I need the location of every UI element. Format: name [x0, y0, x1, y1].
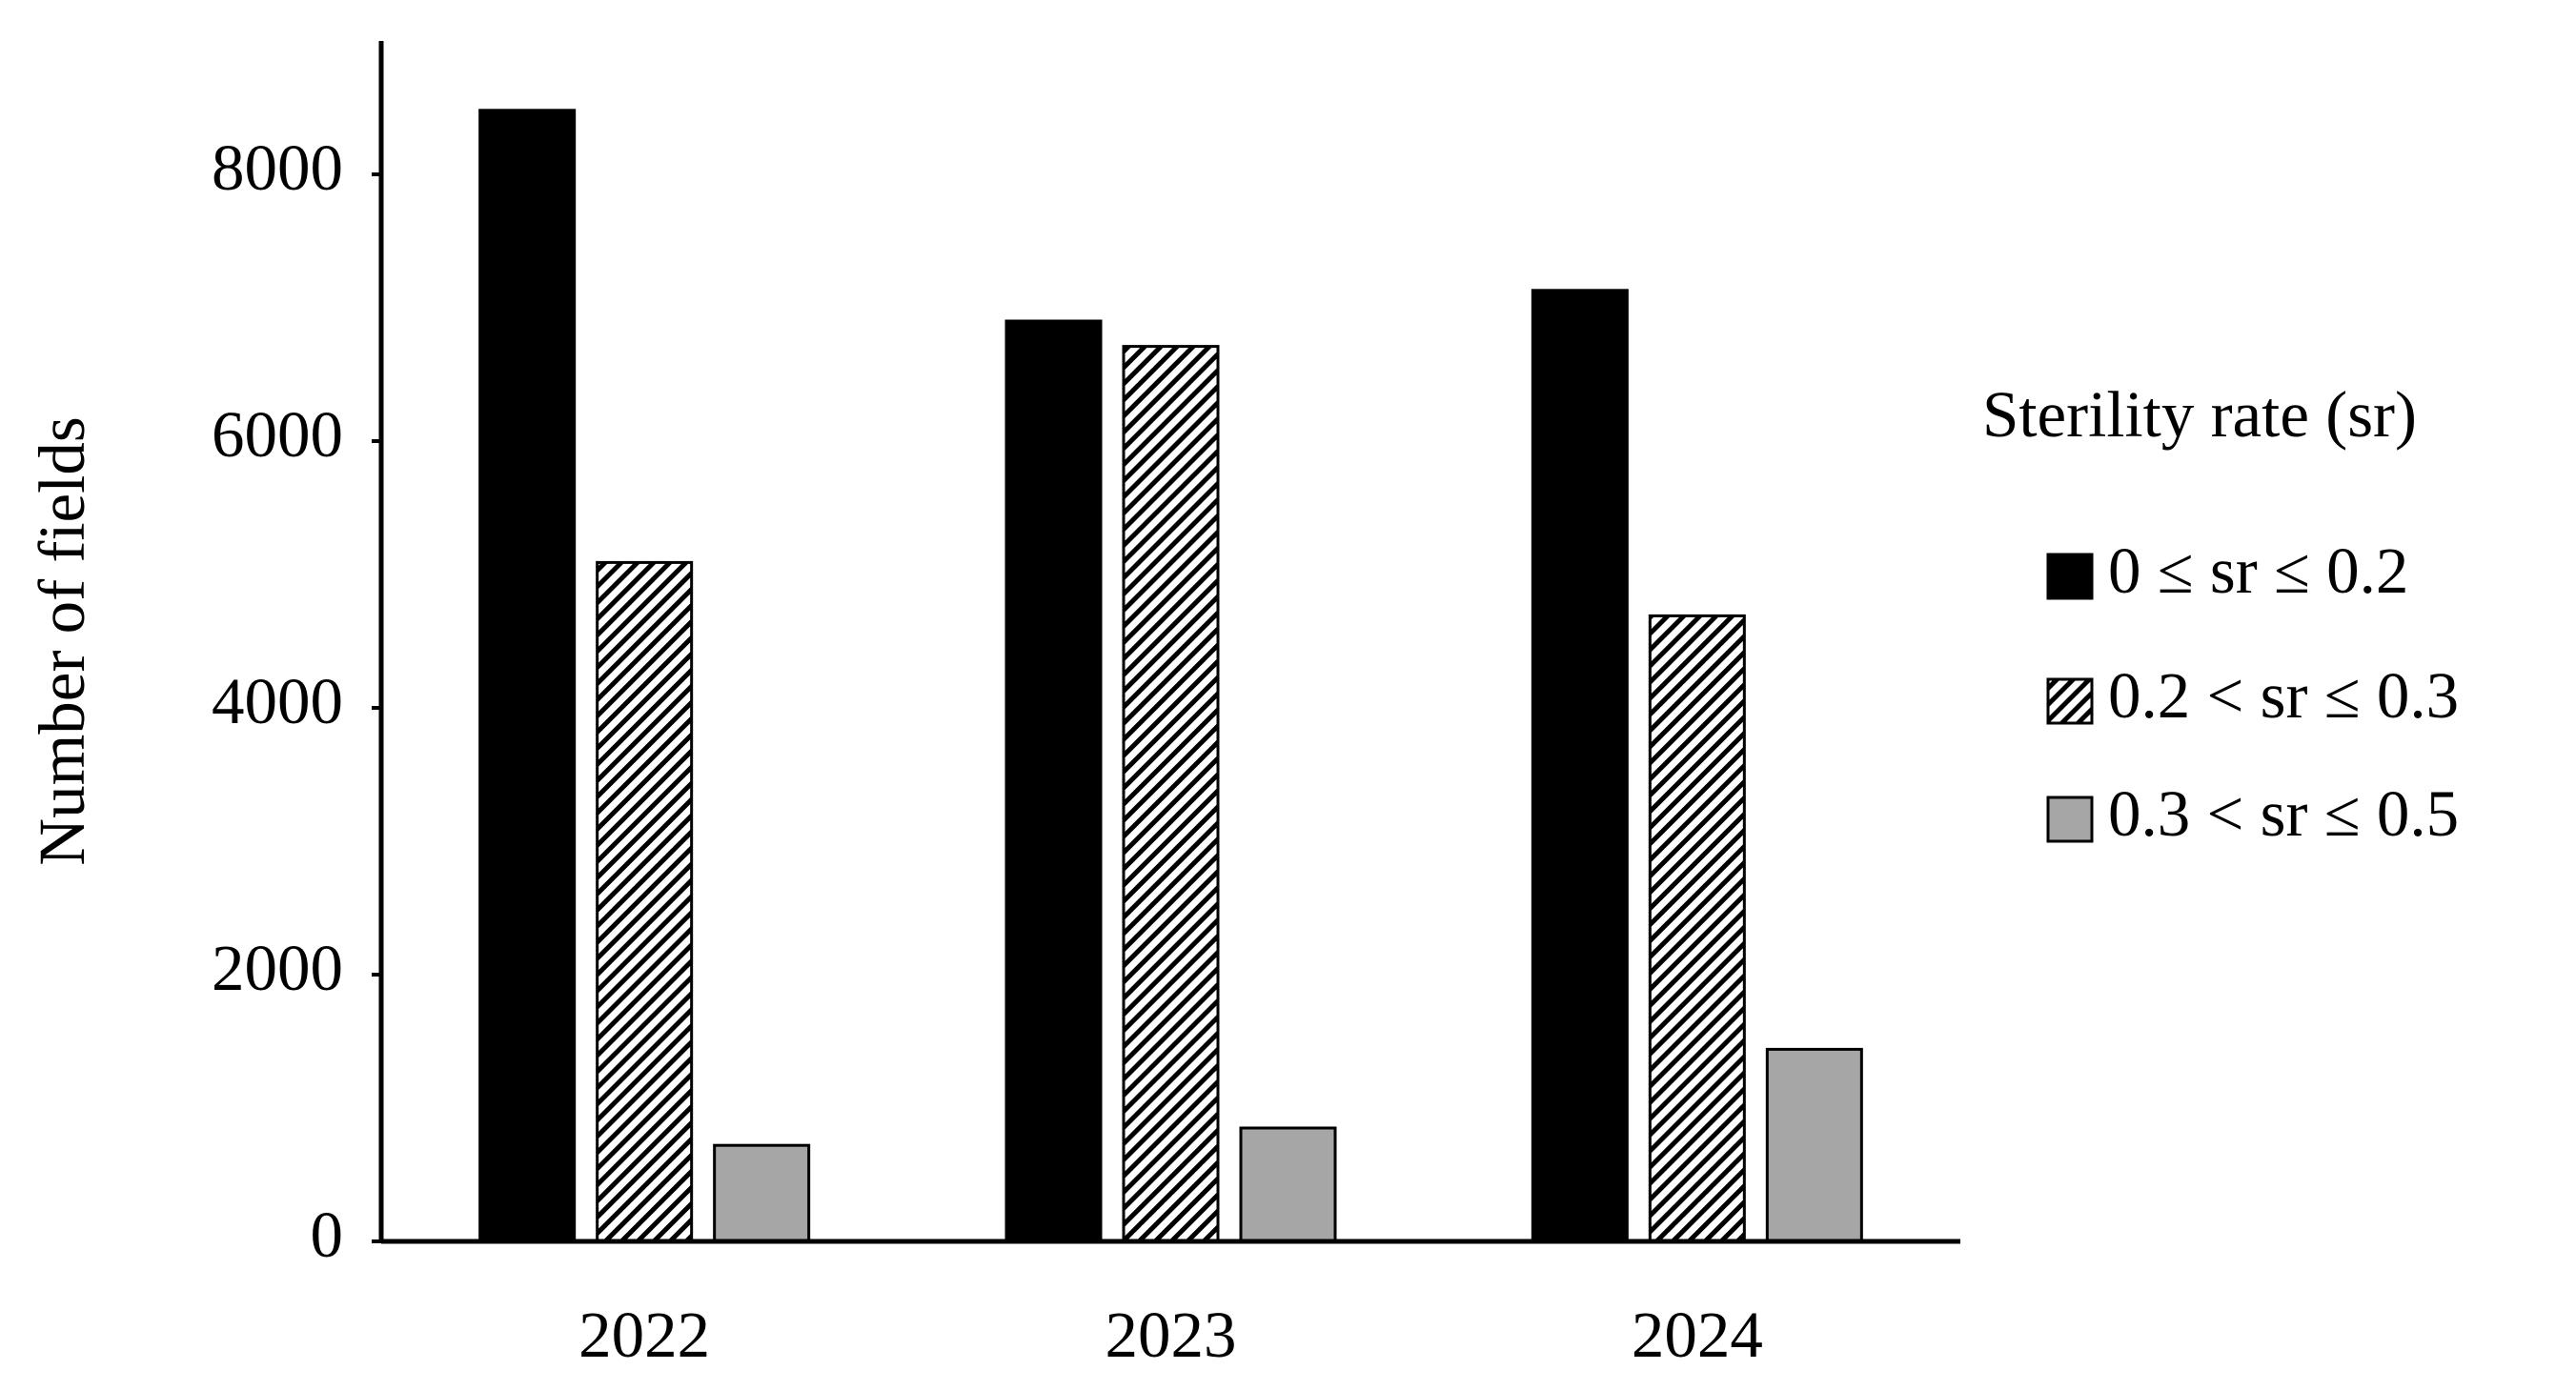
bar	[1648, 614, 1746, 1243]
bar	[1531, 289, 1629, 1243]
bar	[478, 109, 577, 1243]
x-tick-label: 2022	[578, 1299, 710, 1371]
legend-label: 0 ≤ sr ≤ 0.2	[2108, 534, 2408, 607]
bar	[1004, 319, 1103, 1243]
bar	[1765, 1047, 1863, 1243]
legend-title: Sterility rate (sr)	[1982, 378, 2417, 451]
bar	[1239, 1126, 1337, 1243]
legend-swatch	[2046, 677, 2094, 725]
x-tick-label: 2023	[1105, 1299, 1237, 1371]
x-tick-label: 2024	[1632, 1299, 1763, 1371]
y-tick-label: 2000	[212, 932, 343, 1004]
legend-label: 0.2 < sr ≤ 0.3	[2108, 659, 2459, 732]
legend-label: 0.3 < sr ≤ 0.5	[2108, 777, 2459, 850]
legend-swatch	[2046, 553, 2094, 600]
legend-swatch	[2046, 796, 2094, 843]
bar	[596, 560, 694, 1243]
y-axis-title: Number of fields	[26, 416, 98, 865]
bar	[713, 1143, 811, 1243]
y-tick-label: 4000	[212, 665, 343, 737]
y-tick-label: 6000	[212, 398, 343, 471]
bar	[1122, 345, 1220, 1243]
y-tick-label: 8000	[212, 131, 343, 204]
y-tick-label: 0	[311, 1199, 344, 1271]
